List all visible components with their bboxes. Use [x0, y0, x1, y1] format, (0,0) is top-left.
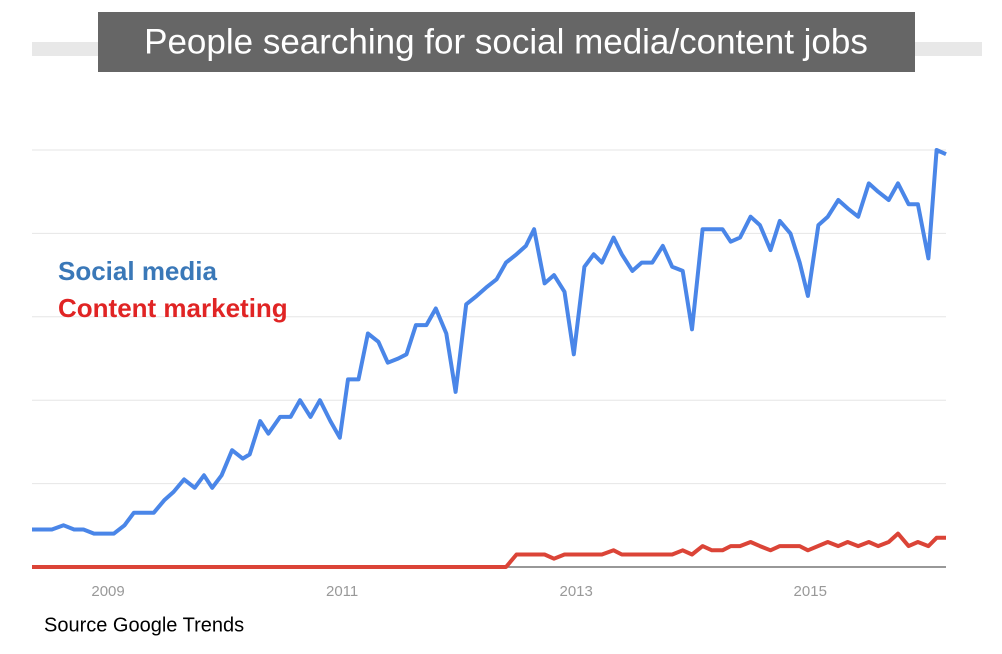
x-tick-label: 2009 — [91, 583, 124, 600]
x-tick-label: 2015 — [794, 583, 827, 600]
series-line — [32, 148, 947, 536]
legend-entry: Content marketing — [58, 293, 288, 323]
source-note: Source Google Trends — [44, 614, 244, 636]
title-box — [98, 12, 915, 72]
series-line — [32, 531, 946, 569]
x-tick-label: 2013 — [559, 583, 592, 600]
legend-entry: Social media — [58, 256, 217, 286]
chart-title: People searching for social media/conten… — [144, 22, 868, 61]
x-tick-label: 2011 — [326, 583, 358, 600]
